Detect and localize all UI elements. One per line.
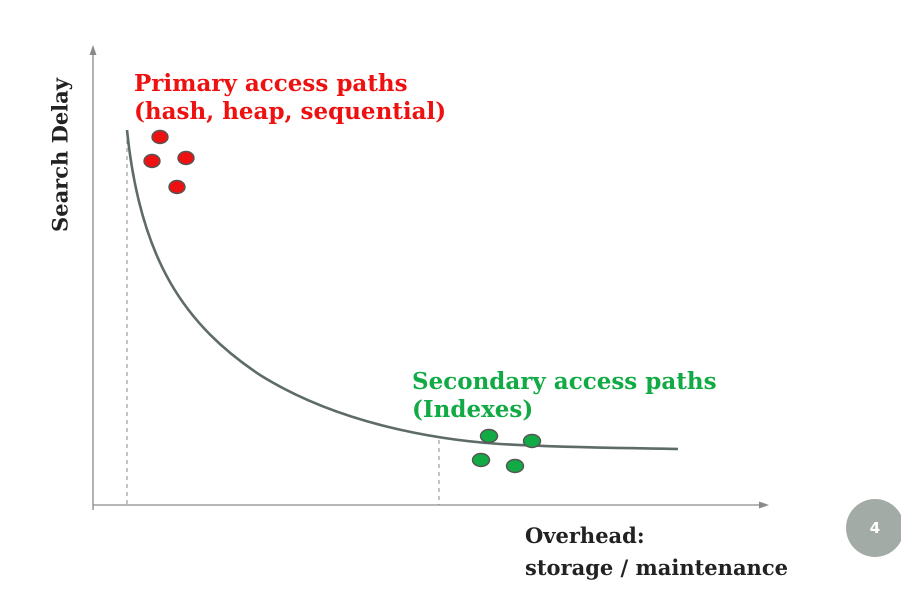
primary-point [177,150,195,166]
primary-point [143,153,161,169]
y-axis-arrow [89,45,97,55]
secondary-point [479,428,499,444]
primary-access-paths-label: Primary access paths (hash, heap, sequen… [134,70,446,125]
primary-label-line2: (hash, heap, sequential) [134,97,447,125]
secondary-label-line1: Secondary access paths [412,368,717,395]
x-axis-arrow [759,501,769,509]
x-axis-label-line2: storage / maintenance [525,554,788,580]
secondary-points [471,428,542,474]
primary-point [168,179,186,195]
x-axis-label: Overhead: storage / maintenance [525,520,788,583]
primary-label-line1: Primary access paths [134,70,408,97]
primary-point [151,129,169,145]
primary-points [143,129,195,195]
y-axis-label: Search Delay [47,78,73,232]
secondary-access-paths-label: Secondary access paths (Indexes) [412,368,717,423]
page-number-badge: 4 [846,499,901,557]
secondary-point [522,433,542,449]
secondary-point [505,458,525,474]
secondary-point [471,452,491,468]
tradeoff-curve [125,129,679,451]
secondary-label-line2: (Indexes) [412,395,534,423]
x-axis-label-line1: Overhead: [525,523,645,548]
